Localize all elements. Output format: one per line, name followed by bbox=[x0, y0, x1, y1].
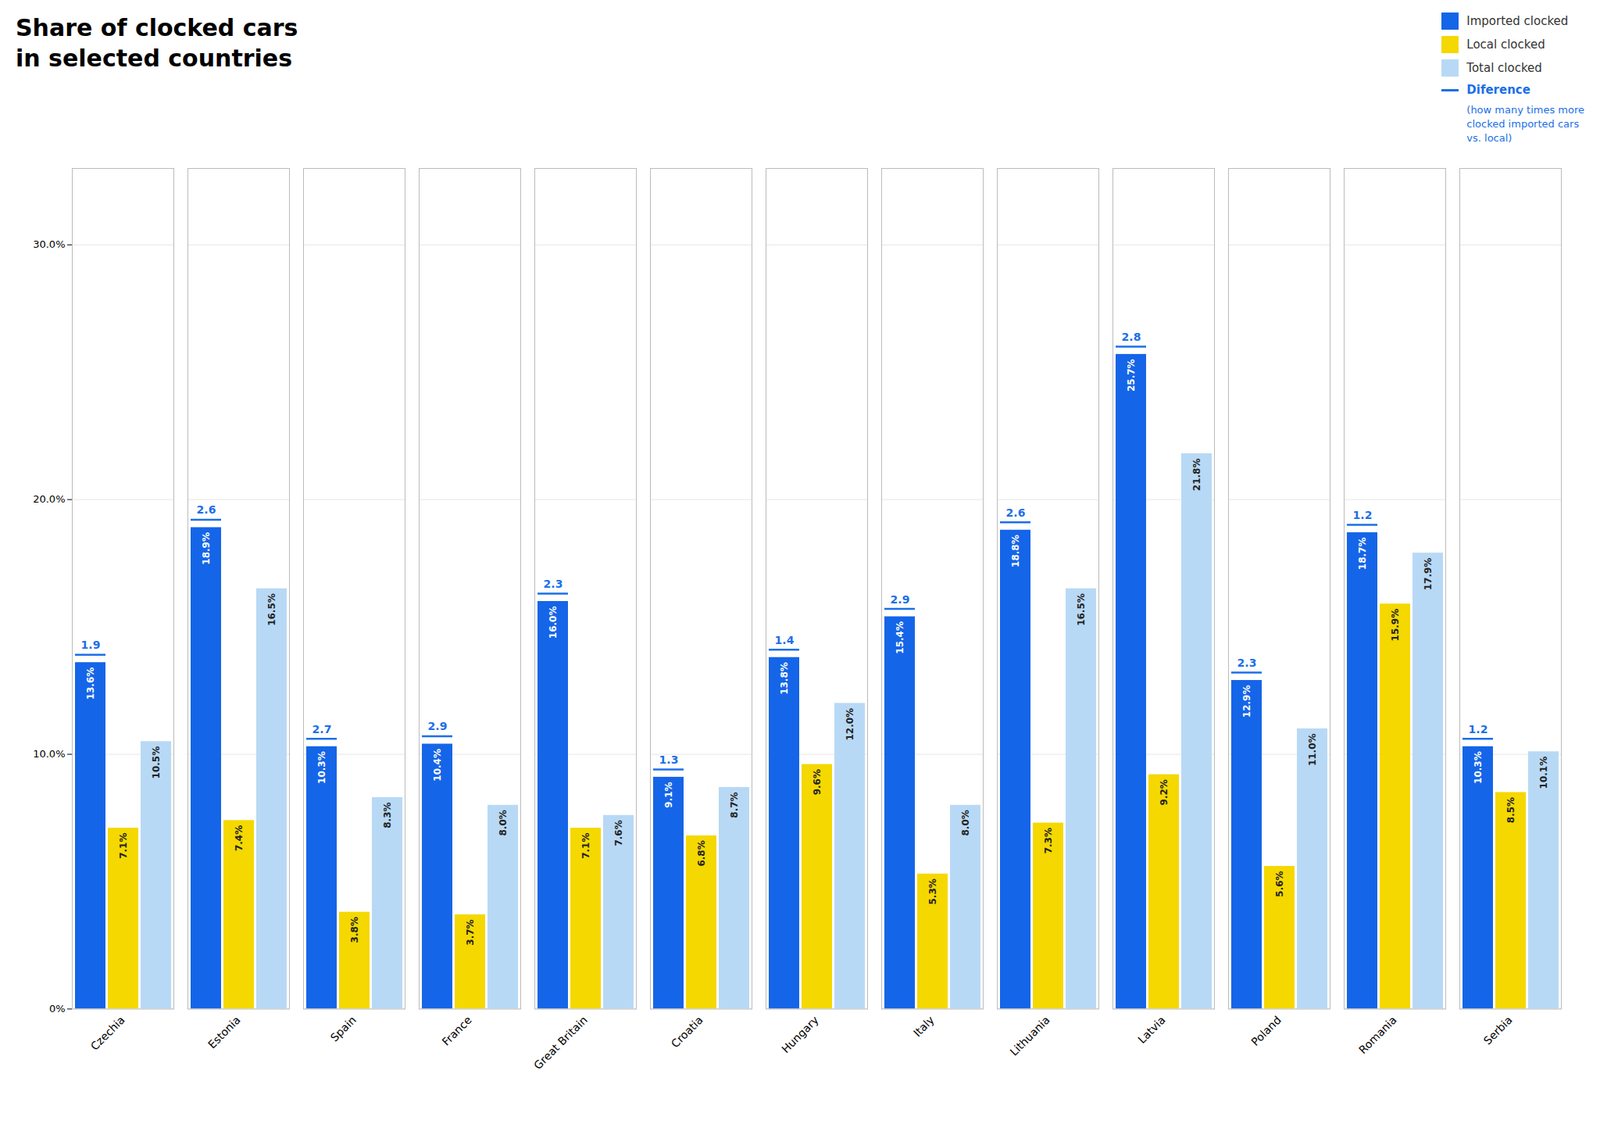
svg-text:Estonia: Estonia bbox=[205, 1012, 243, 1050]
svg-text:3.8%: 3.8% bbox=[349, 916, 361, 943]
svg-text:18.7%: 18.7% bbox=[1357, 536, 1368, 570]
svg-text:25.7%: 25.7% bbox=[1125, 358, 1137, 392]
svg-text:12.9%: 12.9% bbox=[1241, 684, 1253, 718]
svg-text:7.4%: 7.4% bbox=[233, 824, 245, 850]
svg-text:11.0%: 11.0% bbox=[1307, 732, 1318, 766]
svg-text:8.5%: 8.5% bbox=[1505, 796, 1517, 822]
html-text:(how many times more clocked i: (how many times more clocked imported ca… bbox=[1466, 103, 1585, 145]
svg-text:2.6: 2.6 bbox=[1006, 505, 1026, 518]
svg-text:1.4: 1.4 bbox=[775, 632, 795, 646]
svg-text:Croatia: Croatia bbox=[668, 1012, 706, 1050]
svg-text:Poland: Poland bbox=[1248, 1012, 1283, 1047]
svg-text:2.3: 2.3 bbox=[1237, 656, 1258, 669]
svg-text:9.6%: 9.6% bbox=[811, 768, 823, 795]
svg-text:7.3%: 7.3% bbox=[1042, 827, 1054, 854]
svg-text:Serbia: Serbia bbox=[1481, 1012, 1515, 1047]
svg-text:13.8%: 13.8% bbox=[778, 661, 790, 695]
svg-text:16.0%: 16.0% bbox=[547, 605, 559, 639]
html-text:Share of clocked cars in selec: Share of clocked cars in selected countr… bbox=[15, 14, 299, 72]
svg-text:1.2: 1.2 bbox=[1468, 721, 1489, 735]
svg-text:Czechia: Czechia bbox=[88, 1012, 128, 1052]
svg-text:Lithuania: Lithuania bbox=[1007, 1012, 1053, 1058]
html-text:Imported clocked: Imported clocked bbox=[1466, 14, 1569, 29]
svg-text:2.9: 2.9 bbox=[890, 592, 911, 605]
svg-text:Great Britain: Great Britain bbox=[531, 1012, 590, 1072]
svg-text:10.1%: 10.1% bbox=[1538, 755, 1550, 789]
svg-text:15.9%: 15.9% bbox=[1389, 607, 1401, 641]
svg-text:6.8%: 6.8% bbox=[696, 839, 708, 866]
svg-text:15.4%: 15.4% bbox=[894, 621, 906, 654]
svg-text:8.0%: 8.0% bbox=[497, 809, 509, 836]
svg-text:8.7%: 8.7% bbox=[728, 791, 740, 818]
svg-text:2.7: 2.7 bbox=[312, 721, 333, 735]
svg-text:5.3%: 5.3% bbox=[927, 878, 939, 904]
svg-text:10.3%: 10.3% bbox=[316, 750, 328, 784]
svg-text:2.9: 2.9 bbox=[428, 719, 448, 733]
svg-text:1.2: 1.2 bbox=[1353, 508, 1373, 522]
svg-text:2.6: 2.6 bbox=[196, 503, 217, 516]
svg-text:16.5%: 16.5% bbox=[266, 592, 278, 626]
svg-text:0%: 0% bbox=[49, 1002, 66, 1015]
svg-text:1.3: 1.3 bbox=[659, 752, 679, 765]
svg-text:7.6%: 7.6% bbox=[613, 819, 625, 846]
svg-text:16.5%: 16.5% bbox=[1075, 592, 1087, 626]
svg-text:2.3: 2.3 bbox=[543, 577, 564, 590]
svg-text:9.2%: 9.2% bbox=[1158, 778, 1170, 805]
svg-text:21.8%: 21.8% bbox=[1191, 457, 1203, 491]
html-text:Local clocked: Local clocked bbox=[1466, 37, 1546, 52]
svg-text:Spain: Spain bbox=[328, 1012, 359, 1043]
svg-text:18.8%: 18.8% bbox=[1010, 534, 1022, 568]
svg-text:Romania: Romania bbox=[1356, 1012, 1400, 1056]
svg-text:3.7%: 3.7% bbox=[464, 918, 476, 945]
svg-text:9.1%: 9.1% bbox=[663, 781, 675, 808]
svg-text:5.6%: 5.6% bbox=[1274, 870, 1286, 897]
svg-text:10.3%: 10.3% bbox=[1472, 750, 1484, 784]
svg-text:Italy: Italy bbox=[910, 1012, 937, 1039]
svg-text:10.4%: 10.4% bbox=[432, 748, 443, 782]
svg-text:17.9%: 17.9% bbox=[1422, 557, 1434, 590]
svg-text:France: France bbox=[439, 1012, 475, 1047]
svg-text:10.0%: 10.0% bbox=[32, 747, 65, 760]
svg-text:10.5%: 10.5% bbox=[150, 745, 162, 779]
svg-text:8.3%: 8.3% bbox=[382, 801, 393, 828]
svg-text:7.1%: 7.1% bbox=[117, 832, 129, 858]
svg-text:1.9: 1.9 bbox=[81, 638, 101, 651]
svg-text:18.9%: 18.9% bbox=[200, 532, 212, 565]
svg-text:8.0%: 8.0% bbox=[960, 809, 972, 836]
svg-text:7.1%: 7.1% bbox=[580, 832, 592, 858]
html-text:Diference: Diference bbox=[1466, 82, 1531, 97]
svg-text:30.0%: 30.0% bbox=[32, 238, 65, 250]
svg-text:Latvia: Latvia bbox=[1135, 1012, 1168, 1045]
svg-text:20.0%: 20.0% bbox=[32, 492, 65, 505]
svg-text:Hungary: Hungary bbox=[778, 1012, 822, 1055]
svg-text:12.0%: 12.0% bbox=[844, 707, 856, 740]
svg-text:13.6%: 13.6% bbox=[85, 666, 97, 700]
svg-text:2.8: 2.8 bbox=[1121, 329, 1142, 343]
html-text:Total clocked: Total clocked bbox=[1466, 60, 1543, 75]
